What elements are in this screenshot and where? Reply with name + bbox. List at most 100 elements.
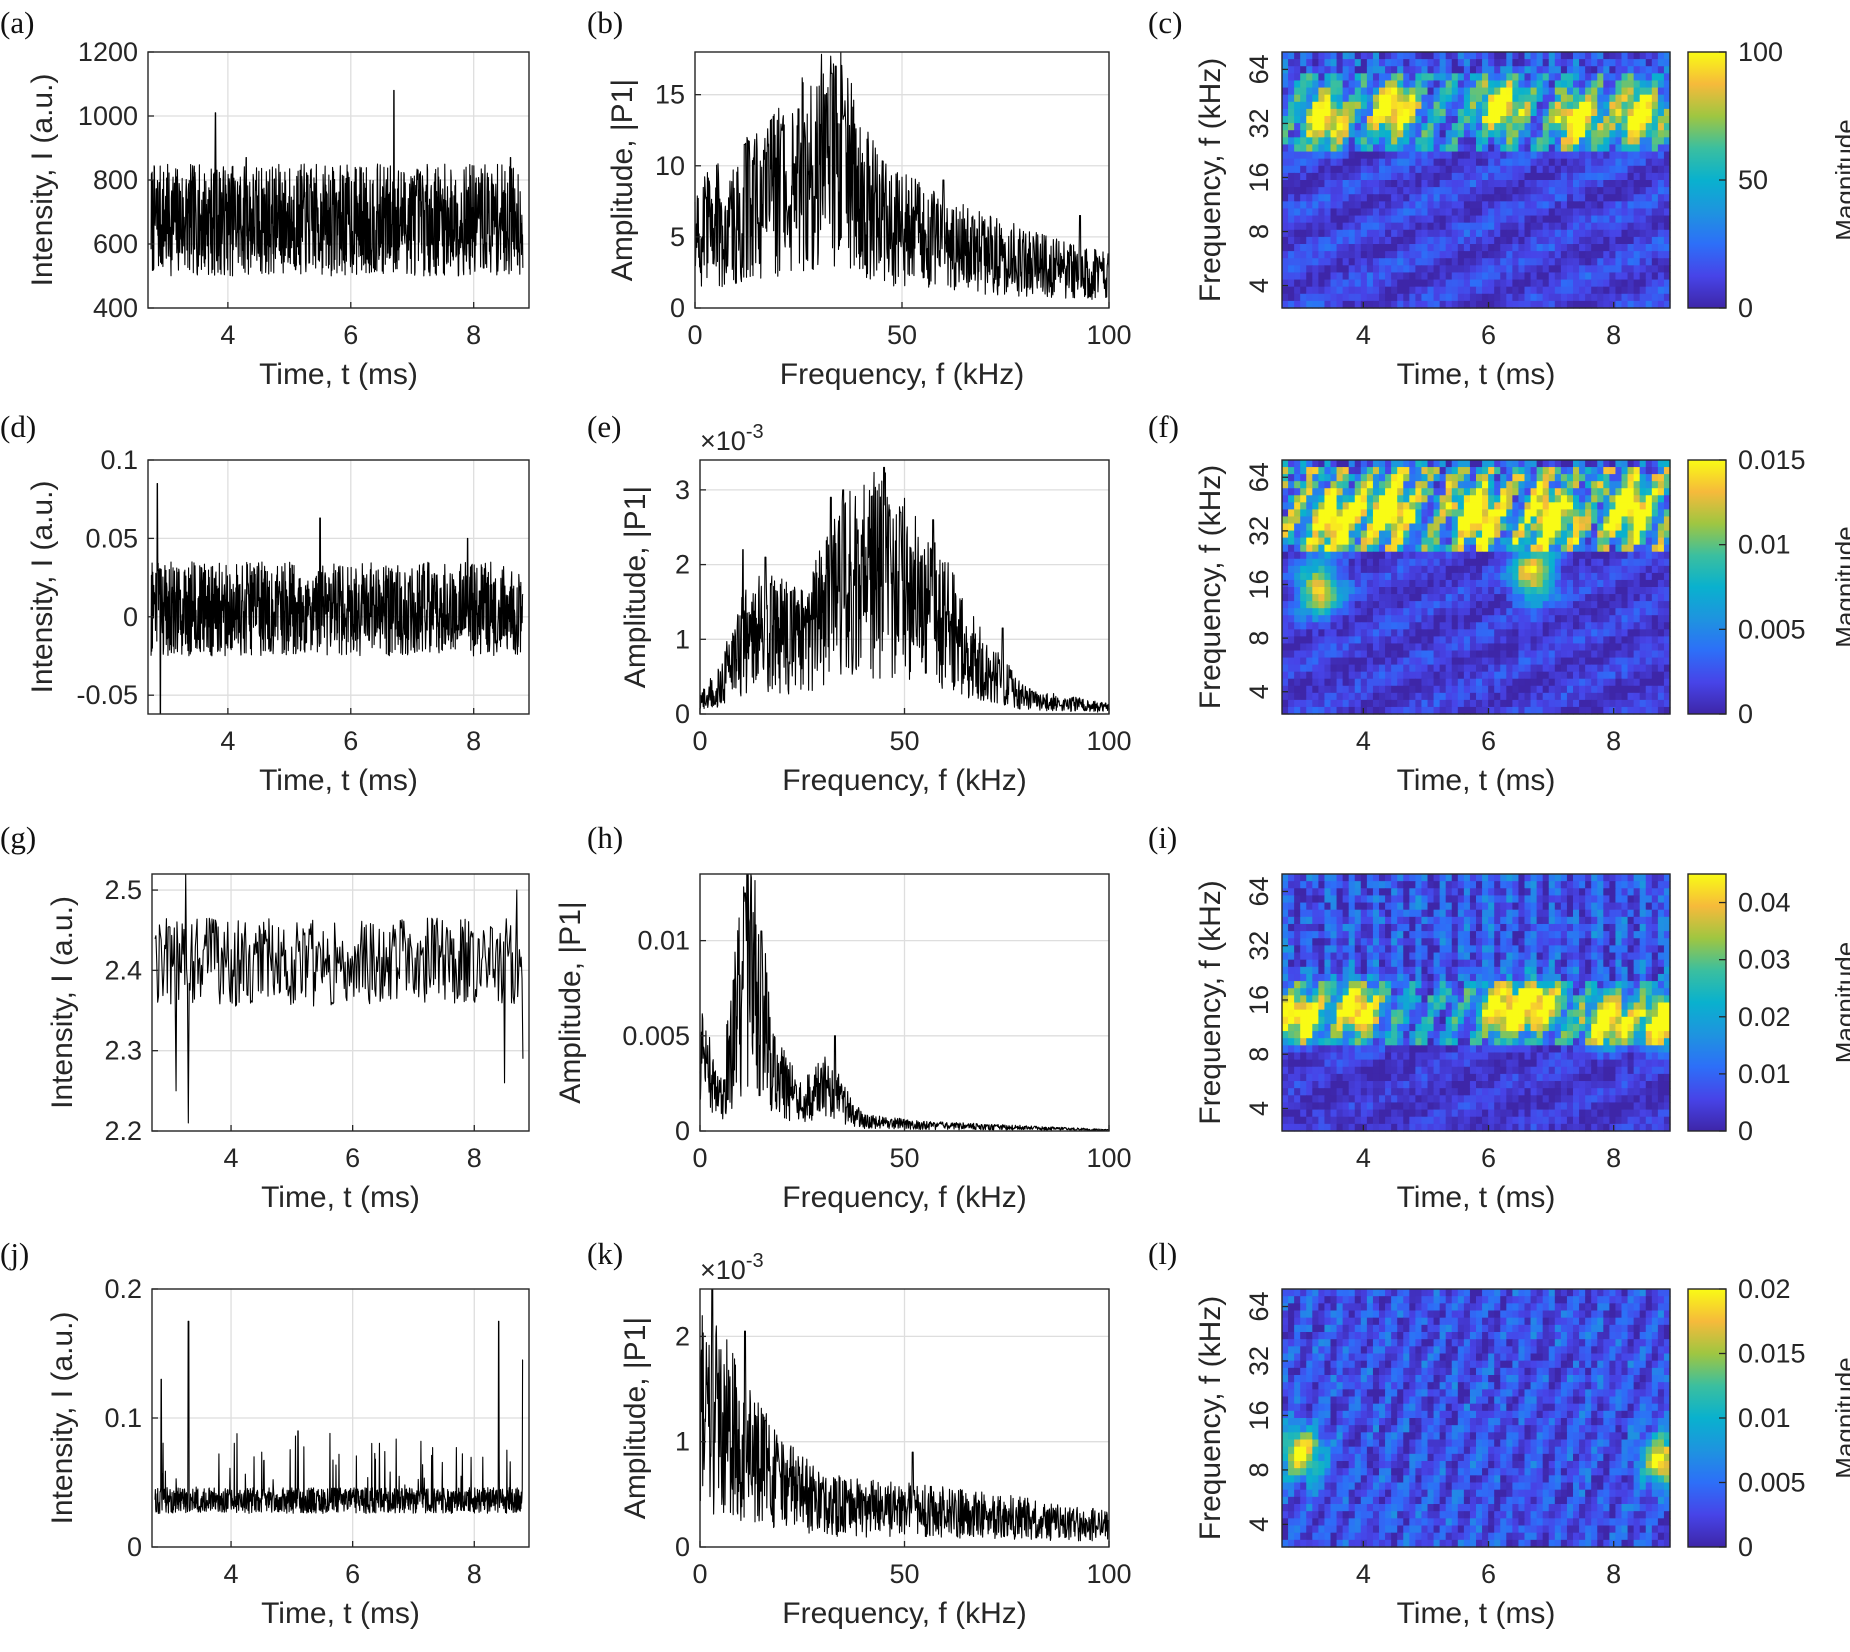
heatmap-cell — [1524, 558, 1532, 567]
heatmap-cell — [1554, 881, 1562, 889]
heatmap-cell — [1288, 874, 1295, 882]
heatmap-cell — [1294, 495, 1301, 503]
heatmap-cell — [1439, 73, 1447, 82]
heatmap-cell — [1639, 208, 1647, 217]
heatmap-cell — [1463, 101, 1471, 110]
heatmap-cell — [1566, 116, 1574, 124]
heatmap-cell — [1627, 52, 1635, 60]
x-tick-label: 6 — [343, 320, 358, 350]
heatmap-cell — [1312, 530, 1319, 539]
heatmap-cell — [1360, 300, 1368, 309]
heatmap-cell — [1427, 608, 1435, 616]
heatmap-cell — [1282, 187, 1289, 195]
heatmap-cell — [1409, 180, 1416, 188]
heatmap-cell — [1294, 706, 1301, 715]
heatmap-cell — [1482, 94, 1489, 103]
heatmap-cell — [1403, 629, 1410, 637]
heatmap-cell — [1372, 587, 1380, 595]
heatmap-cell — [1342, 622, 1350, 630]
heatmap-cell — [1354, 881, 1362, 889]
heatmap-cell — [1354, 530, 1362, 539]
heatmap-cell — [1324, 187, 1332, 195]
heatmap-cell — [1500, 502, 1507, 510]
heatmap-cell — [1548, 608, 1556, 616]
heatmap-cell — [1530, 229, 1538, 238]
heatmap-cell — [1621, 123, 1629, 131]
heatmap-cell — [1312, 587, 1319, 595]
heatmap-cell — [1639, 874, 1647, 882]
heatmap-cell — [1360, 236, 1368, 245]
heatmap-cell — [1482, 874, 1489, 882]
heatmap-cell — [1288, 488, 1295, 496]
heatmap-cell — [1342, 272, 1350, 281]
heatmap-cell — [1518, 80, 1526, 89]
heatmap-cell — [1645, 671, 1653, 680]
heatmap-cell — [1385, 172, 1392, 181]
heatmap-cell — [1585, 537, 1592, 546]
heatmap-cell — [1518, 481, 1526, 489]
heatmap-cell — [1427, 215, 1435, 224]
heatmap-cell — [1536, 258, 1544, 266]
heatmap-cell — [1427, 108, 1435, 117]
y-axis-label: Frequency, f (kHz) — [1194, 58, 1227, 303]
heatmap-cell — [1427, 699, 1435, 708]
heatmap-cell — [1330, 123, 1338, 131]
heatmap-cell — [1409, 474, 1416, 482]
heatmap-cell — [1324, 530, 1332, 539]
y-tick-label: 600 — [93, 229, 138, 259]
heatmap-cell — [1421, 650, 1429, 659]
heatmap-cell — [1360, 502, 1368, 510]
heatmap-cell — [1421, 258, 1429, 266]
heatmap-cell — [1427, 73, 1435, 82]
heatmap-cell — [1433, 286, 1441, 295]
heatmap-cell — [1573, 509, 1580, 518]
heatmap-cell — [1451, 293, 1459, 302]
heatmap-cell — [1579, 293, 1586, 302]
heatmap-cell — [1379, 594, 1386, 602]
heatmap-cell — [1469, 286, 1477, 295]
heatmap-cell — [1633, 66, 1641, 74]
heatmap-cell — [1639, 671, 1647, 680]
heatmap-cell — [1530, 236, 1538, 245]
heatmap-cell — [1336, 551, 1344, 560]
heatmap-cell — [1609, 601, 1617, 609]
heatmap-cell — [1457, 467, 1465, 475]
heatmap-cell — [1397, 94, 1404, 103]
heatmap-cell — [1566, 523, 1574, 532]
panel-label: (g) — [0, 820, 36, 855]
heatmap-cell — [1657, 530, 1665, 539]
heatmap-cell — [1342, 286, 1350, 295]
heatmap-cell — [1342, 201, 1350, 210]
heatmap-cell — [1633, 692, 1641, 701]
heatmap-cell — [1318, 671, 1326, 680]
heatmap-cell — [1591, 137, 1598, 146]
heatmap-cell — [1621, 187, 1629, 195]
heatmap-cell — [1639, 636, 1647, 645]
heatmap-cell — [1300, 650, 1307, 659]
heatmap-cell — [1573, 130, 1580, 138]
heatmap-cell — [1615, 523, 1623, 532]
heatmap-cell — [1530, 59, 1538, 67]
heatmap-cell — [1512, 258, 1520, 266]
heatmap-cell — [1288, 629, 1295, 637]
heatmap-cell — [1379, 101, 1386, 110]
heatmap-cell — [1391, 643, 1398, 652]
heatmap-cell — [1615, 144, 1623, 153]
heatmap-cell — [1415, 474, 1423, 482]
heatmap-cell — [1536, 66, 1544, 74]
heatmap-cell — [1445, 108, 1453, 117]
heatmap-cell — [1451, 706, 1459, 715]
heatmap-cell — [1372, 116, 1380, 124]
heatmap-cell — [1294, 165, 1301, 174]
heatmap-cell — [1645, 579, 1653, 588]
heatmap-cell — [1397, 594, 1404, 602]
heatmap-cell — [1445, 551, 1453, 560]
heatmap-cell — [1645, 108, 1653, 117]
x-axis-label: Time, t (ms) — [259, 358, 418, 391]
heatmap-cell — [1463, 558, 1471, 567]
heatmap-cell — [1342, 671, 1350, 680]
heatmap-cell — [1397, 881, 1404, 889]
heatmap-cell — [1439, 516, 1447, 525]
heatmap-cell — [1530, 678, 1538, 687]
heatmap-cell — [1385, 481, 1392, 489]
